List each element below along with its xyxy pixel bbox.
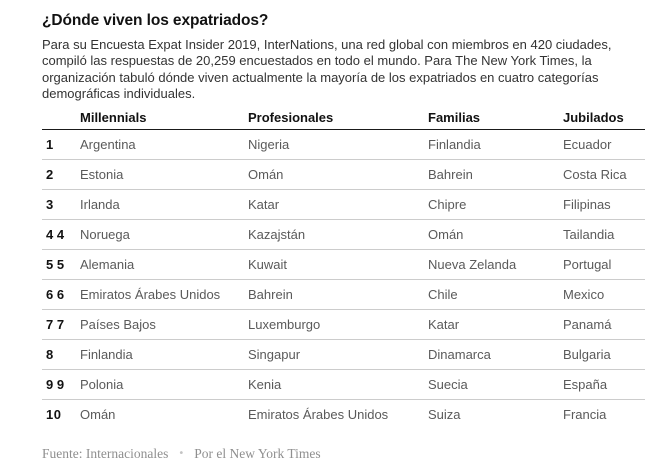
country-cell: Nueva Zelanda (428, 256, 517, 272)
column-header-familias: Familias (428, 109, 481, 125)
rank-cell: 10 (46, 406, 62, 422)
table-header-row: Millennials Profesionales Familias Jubil… (42, 110, 645, 130)
country-cell: Polonia (80, 376, 124, 392)
country-cell: Finlandia (428, 136, 481, 152)
country-cell: Alemania (80, 256, 135, 272)
dot-separator-icon: • (178, 447, 185, 459)
country-cell: Costa Rica (563, 166, 627, 182)
table-row: 9 9 Polonia Kenia Suecia España (42, 370, 645, 400)
country-cell: Bahrein (248, 286, 293, 302)
country-cell: Kazajstán (248, 226, 306, 242)
country-cell: Suiza (428, 406, 461, 422)
article-graphic: ¿Dónde viven los expatriados? Para su En… (42, 12, 645, 462)
intro-paragraph: Para su Encuesta Expat Insider 2019, Int… (42, 37, 612, 102)
country-cell: Omán (428, 226, 464, 242)
country-cell: Tailandia (563, 226, 615, 242)
rank-cell: 4 4 (46, 226, 65, 242)
country-cell: Dinamarca (428, 346, 491, 362)
byline-text: Por el New York Times (194, 445, 321, 461)
country-cell: Panamá (563, 316, 612, 332)
column-header-millennials: Millennials (80, 109, 147, 125)
country-cell: Katar (248, 196, 280, 212)
country-cell: Chipre (428, 196, 467, 212)
country-cell: Omán (80, 406, 116, 422)
table-row: 10 Omán Emiratos Árabes Unidos Suiza Fra… (42, 400, 645, 429)
country-cell: Portugal (563, 256, 612, 272)
source-line: Fuente: Internacionales • Por el New Yor… (42, 446, 645, 462)
country-cell: Chile (428, 286, 458, 302)
rank-cell: 6 6 (46, 286, 65, 302)
rank-cell: 5 5 (46, 256, 65, 272)
table-row: 8 Finlandia Singapur Dinamarca Bulgaria (42, 340, 645, 370)
rank-cell: 9 9 (46, 376, 65, 392)
rank-cell: 3 (46, 196, 54, 212)
country-cell: Kenia (248, 376, 282, 392)
rank-cell: 8 (46, 346, 54, 362)
country-cell: Argentina (80, 136, 136, 152)
country-cell: Finlandia (80, 346, 133, 362)
country-cell: Noruega (80, 226, 130, 242)
table-row: 5 5 Alemania Kuwait Nueva Zelanda Portug… (42, 250, 645, 280)
table-row: 3 Irlanda Katar Chipre Filipinas (42, 190, 645, 220)
country-cell: Luxemburgo (248, 316, 321, 332)
rank-cell: 7 7 (46, 316, 65, 332)
table-row: 7 7 Países Bajos Luxemburgo Katar Panamá (42, 310, 645, 340)
country-cell: Omán (248, 166, 284, 182)
table-row: 6 6 Emiratos Árabes Unidos Bahrein Chile… (42, 280, 645, 310)
country-cell: Países Bajos (80, 316, 156, 332)
country-cell: Mexico (563, 286, 605, 302)
country-cell: Nigeria (248, 136, 290, 152)
country-cell: Francia (563, 406, 607, 422)
table-row: 4 4 Noruega Kazajstán Omán Tailandia (42, 220, 645, 250)
country-cell: Bulgaria (563, 346, 611, 362)
rank-cell: 1 (46, 136, 54, 152)
table-row: 1 Argentina Nigeria Finlandia Ecuador (42, 130, 645, 160)
country-cell: Kuwait (248, 256, 288, 272)
rank-cell: 2 (46, 166, 54, 182)
country-cell: España (563, 376, 608, 392)
country-cell: Suecia (428, 376, 468, 392)
country-cell: Irlanda (80, 196, 120, 212)
expat-rank-table: Millennials Profesionales Familias Jubil… (42, 110, 645, 429)
country-cell: Singapur (248, 346, 301, 362)
table-row: 2 Estonia Omán Bahrein Costa Rica (42, 160, 645, 190)
source-text: Fuente: Internacionales (42, 445, 169, 461)
page-title: ¿Dónde viven los expatriados? (42, 12, 269, 29)
country-cell: Ecuador (563, 136, 612, 152)
column-header-jubilados: Jubilados (563, 109, 624, 125)
country-cell: Bahrein (428, 166, 473, 182)
column-header-profesionales: Profesionales (248, 109, 334, 125)
country-cell: Filipinas (563, 196, 611, 212)
country-cell: Emiratos Árabes Unidos (248, 406, 389, 422)
country-cell: Katar (428, 316, 460, 332)
country-cell: Estonia (80, 166, 124, 182)
country-cell: Emiratos Árabes Unidos (80, 286, 221, 302)
